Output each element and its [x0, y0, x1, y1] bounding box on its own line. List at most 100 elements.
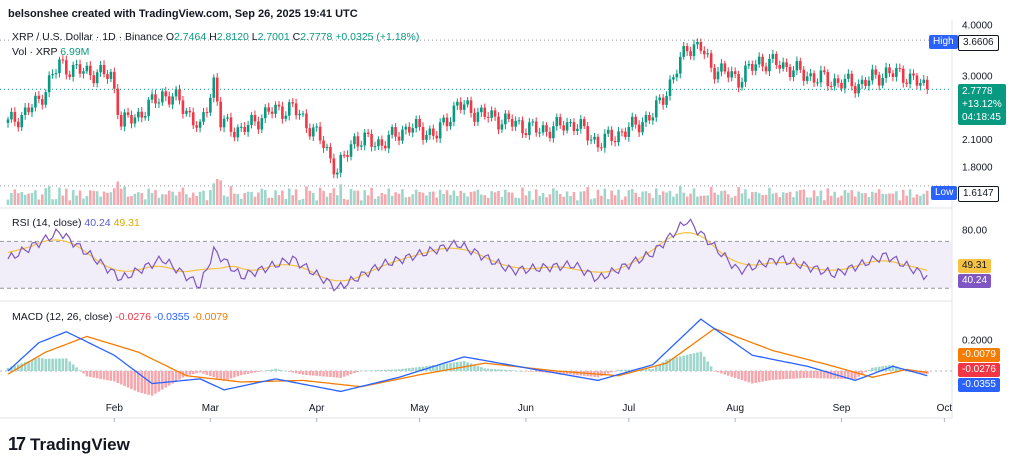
macd-line-tag: -0.0355 — [958, 378, 1000, 392]
volume-bar — [764, 194, 768, 205]
candle-body — [236, 127, 240, 138]
volume-bar — [802, 189, 806, 205]
macd-histogram-bar — [785, 371, 788, 380]
volume-bar — [270, 197, 274, 205]
volume-bar — [600, 195, 603, 205]
macd-histogram-bar — [274, 368, 277, 371]
candle-body — [534, 121, 538, 133]
macd-histogram-bar — [222, 371, 226, 381]
candle-body — [390, 127, 394, 135]
volume-bar — [329, 192, 332, 205]
volume-bar — [524, 195, 528, 205]
volume-bar — [287, 188, 291, 205]
candle-body — [925, 79, 929, 90]
volume-bar — [243, 193, 246, 205]
macd-histogram-bar — [603, 371, 607, 375]
macd-histogram-bar — [143, 371, 147, 394]
macd-histogram-bar — [109, 371, 113, 381]
volume-bar — [428, 191, 432, 205]
volume-bar — [435, 197, 439, 205]
volume-bar — [864, 193, 867, 205]
countdown: 04:18:45 — [962, 112, 1001, 123]
candle-body — [466, 100, 469, 105]
volume-bar — [229, 186, 233, 205]
macd-histogram-bar — [61, 358, 65, 371]
macd-histogram-bar — [322, 371, 325, 377]
volume-bar — [795, 191, 799, 205]
macd-histogram-bar — [853, 371, 857, 379]
macd-histogram-bar — [41, 358, 44, 371]
volume-bar — [888, 193, 891, 205]
macd-histogram-bar — [617, 369, 620, 371]
volume-bar — [925, 190, 929, 205]
volume-bar — [92, 190, 96, 205]
volume-bar — [788, 191, 792, 205]
volume-bar — [209, 190, 212, 205]
candle-body — [514, 120, 517, 127]
macd-histogram-bar — [867, 369, 871, 371]
candle-body — [274, 104, 277, 114]
volume-bar — [349, 189, 353, 205]
x-tick-2: Apr — [309, 403, 325, 414]
candle-body — [195, 125, 198, 128]
candle-body — [404, 126, 408, 130]
candle-body — [891, 73, 895, 77]
volume-bar — [504, 189, 507, 205]
macd-histogram-bar — [689, 354, 692, 371]
volume-bar — [390, 195, 394, 205]
candle-body — [531, 121, 535, 123]
rsi-tick-0: 80.00 — [962, 226, 987, 237]
volume-bar — [668, 191, 672, 205]
candle-body — [740, 81, 744, 88]
candle-body — [641, 122, 644, 133]
macd-histogram-bar — [682, 355, 686, 371]
candle-body — [538, 132, 541, 134]
volume-bar — [617, 189, 620, 205]
volume-bar — [113, 188, 116, 205]
volume-legend: Vol · XRP 6.99M — [12, 46, 89, 58]
tradingview-brand[interactable]: 17 TradingView — [8, 434, 130, 455]
candle-body — [198, 121, 202, 128]
candle-body — [853, 86, 857, 94]
candle-body — [610, 129, 613, 141]
candle-body — [366, 132, 370, 135]
macd-histogram-bar — [483, 368, 487, 371]
price-legend: XRP / U.S. Dollar · 1D · Binance O2.7464… — [12, 31, 419, 43]
macd-histogram-bar — [185, 371, 188, 376]
candle-body — [565, 122, 569, 131]
volume-bar — [826, 188, 830, 205]
macd-histogram-bar — [696, 352, 699, 371]
macd-histogram-bar — [363, 370, 367, 372]
candle-body — [68, 74, 72, 77]
macd-histogram-bar — [198, 371, 202, 373]
volume-bar — [222, 195, 226, 205]
candle-body — [102, 64, 106, 75]
candle-body — [109, 71, 113, 79]
volume-bar — [476, 189, 480, 205]
macd-histogram-bar — [727, 371, 730, 376]
volume-bar — [401, 189, 404, 205]
candle-body — [922, 79, 926, 84]
volume-bar — [905, 195, 908, 205]
volume-bar — [871, 191, 874, 205]
macd-histogram-bar — [565, 371, 569, 375]
macd-histogram-bar — [816, 371, 819, 379]
candle-body — [576, 128, 579, 132]
macd-histogram-bar — [788, 371, 792, 379]
macd-histogram-bar — [678, 356, 682, 371]
macd-histogram-bar — [209, 371, 212, 377]
candle-body — [438, 122, 442, 139]
macd-histogram-bar — [754, 371, 758, 383]
macd-histogram-bar — [569, 371, 572, 375]
low-label: Low — [935, 187, 954, 198]
volume-bar — [624, 196, 627, 205]
volume-bar — [456, 196, 459, 205]
candle-body — [425, 134, 428, 140]
candle-body — [85, 65, 89, 72]
macd-histogram-bar — [877, 366, 881, 371]
volume-bar — [164, 194, 168, 205]
candle-body — [75, 64, 78, 66]
macd-histogram-bar — [510, 370, 514, 371]
candle-body — [452, 105, 456, 122]
macd-histogram-bar — [370, 370, 373, 371]
